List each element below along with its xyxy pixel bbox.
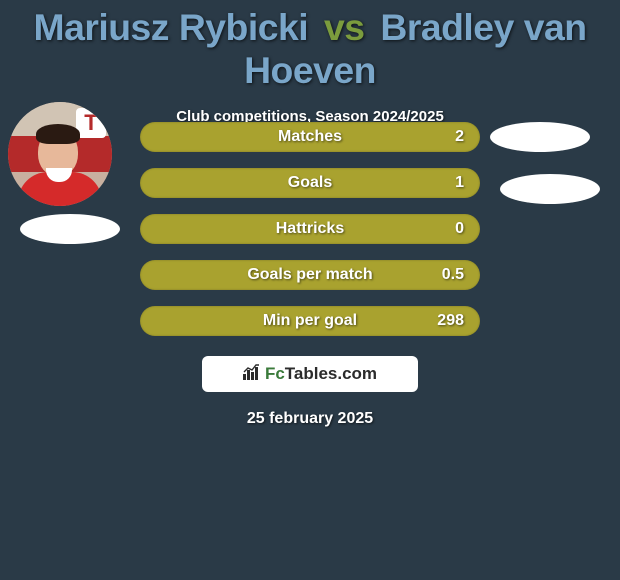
stat-value: 0 <box>455 214 464 244</box>
stat-row: Hattricks0 <box>140 214 480 244</box>
stat-label: Goals <box>140 168 480 198</box>
stat-value: 298 <box>437 306 464 336</box>
stat-label: Matches <box>140 122 480 152</box>
title-player1: Mariusz Rybicki <box>33 6 308 48</box>
stat-row: Goals per match0.5 <box>140 260 480 290</box>
footer-date: 25 february 2025 <box>0 410 620 428</box>
placeholder-oval-1 <box>490 122 590 152</box>
stat-row: Goals1 <box>140 168 480 198</box>
brand-prefix: Fc <box>265 364 285 383</box>
stat-row: Matches2 <box>140 122 480 152</box>
stat-value: 2 <box>455 122 464 152</box>
brand-suffix: Tables.com <box>285 364 377 383</box>
brand-text: FcTables.com <box>265 364 377 384</box>
stat-row: Min per goal298 <box>140 306 480 336</box>
stat-value: 1 <box>455 168 464 198</box>
placeholder-oval-2 <box>500 174 600 204</box>
stat-label: Hattricks <box>140 214 480 244</box>
page-title: Mariusz Rybicki vs Bradley van Hoeven <box>0 0 620 92</box>
stats-container: Matches2Goals1Hattricks0Goals per match0… <box>140 122 480 352</box>
stat-label: Goals per match <box>140 260 480 290</box>
brand-pill: FcTables.com <box>202 356 418 392</box>
stat-label: Min per goal <box>140 306 480 336</box>
barchart-icon <box>243 364 261 385</box>
infographic-root: Mariusz Rybicki vs Bradley van Hoeven Cl… <box>0 0 620 580</box>
placeholder-oval-0 <box>20 214 120 244</box>
stat-value: 0.5 <box>442 260 464 290</box>
title-vs: vs <box>324 6 365 48</box>
